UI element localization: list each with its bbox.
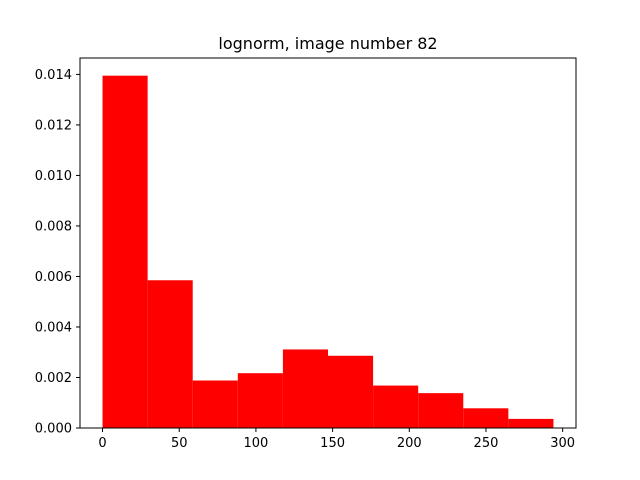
histogram-bar-2 (192, 380, 238, 428)
x-tick-label: 150 (320, 436, 345, 451)
y-tick-label: 0.000 (35, 422, 72, 437)
histogram-bar-1 (147, 280, 193, 428)
axes-frame (79, 57, 577, 429)
y-tick-label: 0.012 (35, 118, 72, 133)
histogram-bar-8 (463, 408, 509, 428)
y-tick-label: 0.008 (35, 219, 72, 234)
y-tick-label: 0.006 (35, 270, 72, 285)
x-tick-label: 100 (244, 436, 269, 451)
y-tick-label: 0.002 (35, 371, 72, 386)
x-tick-label: 300 (550, 436, 575, 451)
x-tick-label: 200 (397, 436, 422, 451)
histogram-bar-5 (328, 355, 374, 428)
histogram-bar-7 (418, 393, 464, 428)
y-axis: 0.000 0.002 0.004 0.006 0.008 0.010 0.012 0.014 (35, 68, 80, 437)
y-tick-label: 0.004 (35, 320, 72, 335)
x-tick-label: 250 (474, 436, 499, 451)
histogram-bar-6 (373, 385, 419, 428)
x-axis: 0 50 100 150 200 250 300 (98, 428, 575, 451)
x-tick-label: 50 (171, 436, 188, 451)
histogram-bar-4 (282, 349, 328, 428)
y-tick-label: 0.014 (35, 68, 72, 83)
histogram-bar-0 (102, 75, 148, 428)
y-tick-label: 0.010 (35, 169, 72, 184)
x-tick-label: 0 (98, 436, 106, 451)
histogram-bar-9 (508, 418, 554, 428)
bars-group (102, 75, 554, 428)
chart-title: lognorm, image number 82 (218, 34, 437, 53)
histogram-bar-3 (237, 373, 283, 428)
